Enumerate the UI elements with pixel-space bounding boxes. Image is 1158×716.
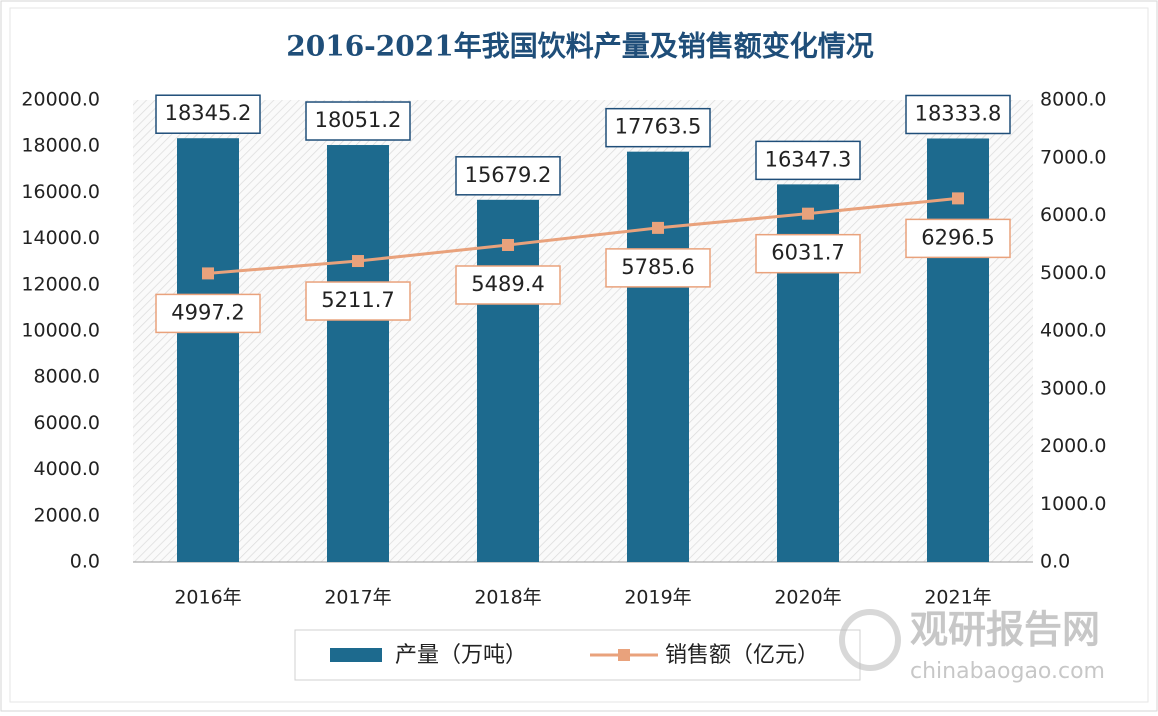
line-value-label-box [305, 281, 411, 321]
line-marker [352, 255, 364, 268]
bar-value-label-box [155, 94, 261, 134]
line-value-label: 6031.7 [771, 241, 844, 265]
y-tick-label: 6000.0 [34, 412, 100, 434]
y2-tick-label: 8000.0 [1040, 89, 1106, 111]
x-tick-label: 2020年 [774, 587, 841, 609]
line-marker [502, 238, 514, 251]
y2-tick-label: 0.0 [1040, 551, 1070, 573]
line-value-label: 4997.2 [171, 300, 244, 324]
legend-label: 产量（万吨） [395, 643, 527, 668]
x-tick-label: 2016年 [174, 587, 241, 609]
line-value-label: 6296.5 [921, 225, 994, 249]
line-value-label: 5489.4 [471, 272, 544, 296]
y2-tick-label: 4000.0 [1040, 320, 1106, 342]
watermark-brand: 观研报告网 [910, 608, 1100, 652]
y2-tick-label: 1000.0 [1040, 493, 1106, 515]
bar [327, 145, 389, 562]
bar-value-label: 17763.5 [615, 115, 702, 139]
y-tick-label: 8000.0 [34, 366, 100, 388]
line-marker [202, 267, 214, 280]
bar-value-label: 18051.2 [315, 108, 402, 132]
bar [927, 138, 989, 562]
bar-value-label: 15679.2 [465, 163, 552, 187]
legend-swatch [330, 648, 382, 662]
chart-title: 2016-2021年我国饮料产量及销售额变化情况 [286, 30, 873, 63]
bar-value-label: 18333.8 [915, 101, 1002, 125]
plot-area [133, 100, 1033, 562]
line-value-label-box [605, 248, 711, 288]
x-tick-label: 2018年 [474, 587, 541, 609]
y-tick-label: 14000.0 [21, 227, 100, 249]
bar-value-label-box [905, 94, 1011, 135]
watermark-site: chinabaogao.com [910, 659, 1105, 684]
line-marker [952, 192, 964, 205]
line-marker [802, 207, 814, 220]
y-tick-label: 0.0 [70, 551, 100, 573]
legend-label: 销售额（亿元） [665, 643, 819, 668]
bar-value-label-box [455, 156, 561, 196]
line-value-label: 5211.7 [321, 288, 394, 312]
y-tick-label: 2000.0 [34, 504, 100, 526]
y-tick-label: 16000.0 [21, 181, 100, 203]
y-tick-label: 18000.0 [21, 135, 100, 157]
watermark-logo [839, 609, 901, 671]
y2-tick-label: 6000.0 [1040, 204, 1106, 226]
x-tick-label: 2017年 [324, 587, 391, 609]
bar-value-label-box [605, 107, 711, 148]
bar [177, 138, 239, 562]
y-tick-label: 12000.0 [21, 273, 100, 295]
x-tick-label: 2019年 [624, 587, 691, 609]
bar [627, 151, 689, 562]
inner-frame [9, 7, 1149, 703]
bar [477, 199, 539, 562]
line-value-label: 5785.6 [621, 255, 694, 279]
legend-box [294, 629, 861, 681]
y-tick-label: 20000.0 [21, 89, 100, 111]
y-tick-label: 4000.0 [34, 458, 100, 480]
bar-value-label-box [305, 101, 411, 141]
y-tick-label: 10000.0 [21, 320, 100, 342]
line-value-label-box [905, 218, 1011, 259]
bar-value-label-box [755, 140, 861, 181]
line-value-label-box [755, 233, 861, 274]
x-tick-label: 2021年 [924, 587, 991, 609]
y2-tick-label: 2000.0 [1040, 435, 1106, 457]
y2-tick-label: 5000.0 [1040, 262, 1106, 284]
line [207, 196, 959, 275]
bar-value-label: 18345.2 [165, 101, 252, 125]
line-value-label-box [155, 293, 261, 334]
y2-tick-label: 7000.0 [1040, 146, 1106, 168]
line-marker [652, 221, 664, 234]
bar-value-label: 16347.3 [765, 147, 852, 171]
legend-marker [618, 649, 630, 661]
y2-tick-label: 3000.0 [1040, 377, 1106, 399]
watermark: 观研报告网 chinabaogao.com [839, 608, 1105, 684]
line-value-label-box [455, 265, 561, 305]
